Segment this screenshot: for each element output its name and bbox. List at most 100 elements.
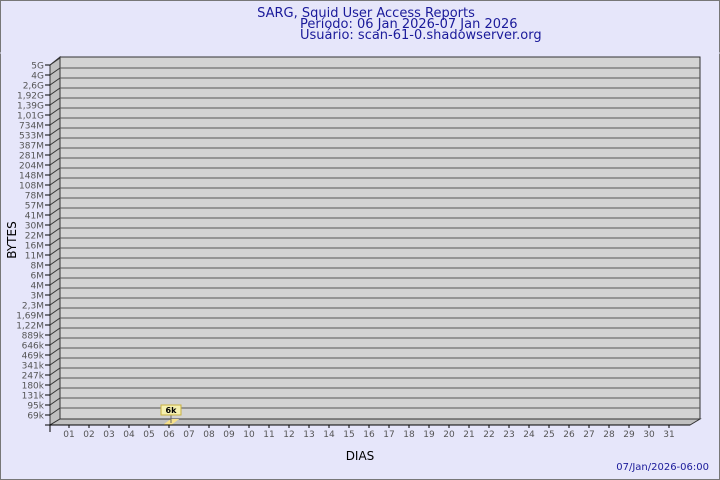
x-tick-label: 05	[143, 430, 154, 440]
y-tick-label: 734M	[19, 122, 44, 132]
gridline-side	[49, 267, 61, 276]
y-tick-label: 889k	[22, 332, 45, 342]
y-tick-label: 1,01G	[17, 112, 44, 122]
y-tick-label: 1,92G	[17, 92, 44, 102]
x-tick-label: 23	[503, 430, 514, 440]
gridline-side	[49, 257, 61, 266]
y-tick-label: 1,69M	[16, 312, 44, 322]
x-tick-label: 03	[103, 430, 114, 440]
gridline-side	[49, 307, 61, 316]
x-tick-label: 27	[583, 430, 594, 440]
x-tick-label: 26	[563, 430, 575, 440]
y-tick-label: 148M	[19, 172, 44, 182]
x-tick-label: 19	[423, 430, 435, 440]
x-tick-label: 04	[123, 430, 135, 440]
x-axis-label: DIAS	[346, 449, 375, 463]
gridline-side	[49, 347, 61, 356]
y-axis-label: BYTES	[5, 221, 19, 258]
y-tick-label: 646k	[22, 342, 45, 352]
gridline-side	[49, 177, 61, 186]
chart-title: SARG, Squid User Access Reports	[257, 6, 475, 21]
gridline-side	[49, 317, 61, 326]
gridline-side	[49, 197, 61, 206]
x-tick-label: 17	[383, 430, 394, 440]
gridline-side	[49, 87, 61, 96]
x-tick-label: 21	[463, 430, 474, 440]
gridline-side	[49, 337, 61, 346]
x-tick-label: 02	[83, 430, 94, 440]
y-tick-label: 16M	[25, 242, 44, 252]
x-tick-label: 15	[343, 430, 354, 440]
y-tick-label: 4G	[31, 72, 44, 82]
y-tick-label: 281M	[19, 152, 44, 162]
gridline-side	[49, 77, 61, 86]
x-tick-label: 25	[543, 430, 554, 440]
y-tick-label: 1,39G	[17, 102, 44, 112]
gridline-side	[49, 97, 61, 106]
y-tick-label: 2,3M	[22, 302, 44, 312]
y-tick-label: 3M	[31, 292, 45, 302]
y-tick-label: 4M	[31, 282, 45, 292]
y-tick-label: 204M	[19, 162, 44, 172]
footer-timestamp: 07/Jan/2026-06:00	[616, 462, 709, 473]
gridline-side	[49, 227, 61, 236]
gridline-side	[49, 237, 61, 246]
y-tick-label: 78M	[25, 192, 44, 202]
data-label: 6k	[166, 406, 178, 415]
x-tick-label: 09	[223, 430, 235, 440]
x-tick-label: 29	[623, 430, 635, 440]
gridline-side	[49, 247, 61, 256]
x-tick-label: 12	[283, 430, 294, 440]
gridline-side	[49, 167, 61, 176]
gridline-side	[49, 407, 61, 416]
gridline-side	[49, 117, 61, 126]
y-tick-label: 131k	[22, 392, 45, 402]
y-tick-label: 2,6G	[23, 82, 44, 92]
gridline-side	[49, 357, 61, 366]
y-tick-label: 341k	[22, 362, 45, 372]
y-tick-label: 469k	[22, 352, 45, 362]
y-tick-label: 180k	[22, 382, 45, 392]
chart-period: Período: 06 Jan 2026-07 Jan 2026	[300, 17, 518, 32]
x-tick-label: 20	[443, 430, 455, 440]
y-tick-label: 22M	[25, 232, 44, 242]
y-tick-label: 30M	[25, 222, 44, 232]
gridline-side	[49, 327, 61, 336]
y-tick-label: 6M	[31, 272, 45, 282]
x-tick-label: 13	[303, 430, 314, 440]
y-tick-label: 247k	[22, 372, 45, 382]
y-tick-label: 95k	[27, 402, 44, 412]
x-tick-label: 28	[603, 430, 615, 440]
gridline-side	[49, 127, 61, 136]
gridline-side	[49, 297, 61, 306]
x-tick-label: 07	[183, 430, 194, 440]
x-tick-label: 18	[403, 430, 415, 440]
y-tick-label: 5G	[31, 62, 44, 72]
x-tick-label: 22	[483, 430, 494, 440]
x-tick-label: 01	[63, 430, 74, 440]
x-tick-label: 16	[363, 430, 375, 440]
y-tick-label: 11M	[25, 252, 44, 262]
x-tick-label: 08	[203, 430, 215, 440]
y-tick-label: 533M	[19, 132, 44, 142]
gridline-side	[49, 107, 61, 116]
gridline-side	[49, 147, 61, 156]
y-tick-label: 1,22M	[16, 322, 44, 332]
x-tick-label: 31	[663, 430, 674, 440]
plot-floor	[48, 418, 702, 426]
x-tick-label: 11	[263, 430, 274, 440]
gridline-side	[49, 397, 61, 406]
x-tick-label: 10	[243, 430, 255, 440]
gridline-side	[49, 67, 61, 76]
y-tick-label: 387M	[19, 142, 44, 152]
gridline-side	[49, 377, 61, 386]
y-tick-label: 108M	[19, 182, 44, 192]
gridline-side	[49, 137, 61, 146]
chart-user: Usuário: scan-61-0.shadowserver.org	[300, 28, 542, 43]
gridline-side	[49, 57, 61, 66]
gridline-side	[49, 187, 61, 196]
x-tick-label: 24	[523, 430, 535, 440]
y-tick-label: 8M	[31, 262, 45, 272]
gridline-side	[49, 387, 61, 396]
